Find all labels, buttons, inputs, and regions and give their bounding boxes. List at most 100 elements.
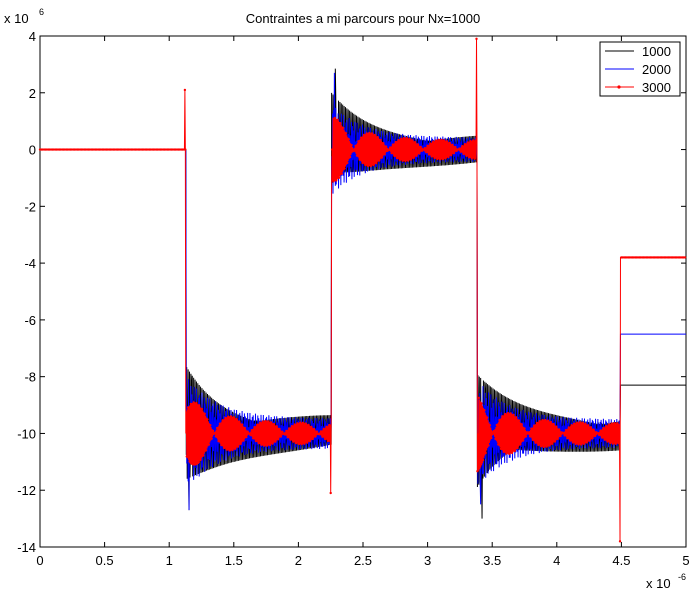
plot-area	[39, 35, 687, 548]
series-3000-point	[475, 37, 478, 41]
series-3000-point	[600, 436, 604, 439]
x-tick-label: 0	[36, 553, 43, 568]
series-3000-point	[307, 423, 310, 427]
series-3000-point	[303, 442, 306, 445]
series-3000-point	[272, 422, 276, 426]
y-tick-label: -14	[17, 540, 36, 555]
series-3000-point	[215, 426, 219, 430]
series-3000-point	[592, 428, 595, 431]
series-3000-point	[218, 422, 222, 425]
series-3000-point	[336, 118, 339, 122]
series-3000-point	[389, 146, 392, 149]
series-3000-point	[567, 426, 570, 429]
series-3000-point	[474, 139, 478, 142]
series-3000-point	[499, 447, 503, 451]
series-3000-point	[401, 159, 404, 162]
series-3000-point	[405, 136, 409, 140]
series-3000-point	[311, 437, 314, 441]
series-3000-point	[490, 436, 493, 440]
x-tick-label: 2.5	[354, 553, 372, 568]
series-3000-point	[609, 441, 612, 445]
series-3000-point	[480, 402, 483, 405]
series-3000-point	[330, 148, 334, 151]
series-3000-point	[337, 176, 341, 179]
series-3000-point	[444, 157, 447, 160]
y-tick-label: -6	[24, 313, 36, 328]
series-3000-point	[497, 443, 500, 446]
y-tick-label: -4	[24, 256, 36, 271]
series-3000-point	[429, 142, 432, 145]
series-3000-point	[425, 150, 428, 154]
series-3000-point	[372, 163, 375, 167]
series-3000-point	[437, 138, 440, 142]
series-3000-point	[552, 422, 555, 426]
series-3000-point	[232, 416, 235, 419]
series-3000-point	[202, 454, 205, 457]
series-3000-point	[523, 427, 526, 430]
series-3000-point	[616, 422, 619, 425]
series-3000-point	[384, 145, 388, 148]
series-3000-point	[268, 443, 271, 447]
series-3000-point	[586, 424, 590, 427]
series-3000-point	[492, 429, 496, 433]
series-3000-point	[346, 161, 349, 165]
series-3000-point	[466, 141, 469, 144]
series-3000-point	[521, 439, 525, 442]
series-3000-point	[683, 256, 687, 259]
series-3000-point	[227, 415, 230, 418]
series-3000-point	[447, 155, 450, 159]
y-multiplier: x 10 6	[4, 7, 44, 26]
y-multiplier-base: x 10	[4, 11, 29, 26]
y-tick-label: -12	[17, 483, 36, 498]
series-3000-point	[568, 439, 572, 442]
series-3000-point	[376, 135, 379, 139]
legend-label-3000: 3000	[642, 80, 671, 95]
series-3000-point	[269, 421, 273, 424]
series-3000-point	[571, 441, 575, 444]
series-3000-point	[238, 420, 241, 423]
x-tick-label: 4	[553, 553, 560, 568]
series-3000-point	[235, 417, 238, 421]
series-3000-point	[281, 430, 284, 433]
series-3000-point	[261, 420, 265, 423]
series-3000-point	[341, 126, 345, 130]
series-3000-point	[358, 158, 361, 161]
series-3000-point	[505, 452, 508, 455]
series-3000-point	[263, 444, 266, 447]
series-3000-point	[285, 429, 288, 433]
series-3000-point	[243, 426, 247, 430]
series-3000-point	[484, 451, 487, 455]
series-3000-point	[514, 416, 518, 419]
series-3000-point	[362, 133, 366, 137]
series-3000-point	[577, 443, 580, 446]
series-3000-point	[501, 415, 504, 418]
series-3000-point	[426, 144, 429, 147]
series-3000-point	[213, 431, 216, 435]
series-3000-point	[301, 421, 305, 425]
x-tick-label: 1.5	[225, 553, 243, 568]
series-3000-point	[598, 433, 601, 437]
series-3000-point	[254, 439, 258, 443]
series-3000-point	[286, 436, 289, 439]
series-3000-point	[379, 138, 382, 142]
series-3000-point	[375, 161, 378, 165]
series-3000-point	[416, 143, 420, 146]
series-3000-point	[604, 424, 608, 428]
series-3000-point	[556, 437, 559, 441]
series-3000-point	[395, 156, 399, 160]
series-3000-point	[210, 437, 213, 440]
legend-label-2000: 2000	[642, 62, 671, 77]
x-tick-label: 2	[295, 553, 302, 568]
series-3000-point	[377, 159, 381, 162]
series-3000-point	[294, 441, 298, 445]
series-3000-point	[287, 427, 291, 430]
series-3000-point	[531, 438, 535, 442]
series-3000-point	[186, 406, 190, 409]
series-3000-point	[557, 428, 561, 431]
series-3000-point	[340, 172, 343, 175]
series-3000-point	[343, 167, 346, 170]
series-3000-point	[438, 158, 442, 161]
series-3000-point	[321, 435, 324, 438]
series-3000-point	[549, 420, 552, 424]
